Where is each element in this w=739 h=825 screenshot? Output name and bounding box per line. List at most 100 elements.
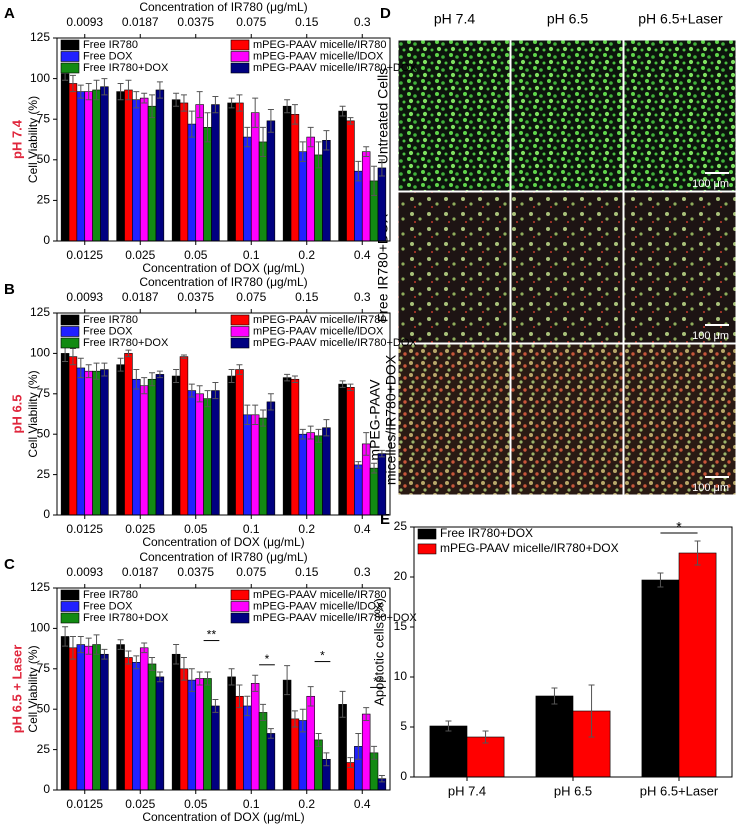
micrograph xyxy=(623,343,737,496)
x2-tick-label: 0.0187 xyxy=(122,565,159,579)
bar xyxy=(322,140,331,242)
bar xyxy=(76,367,86,516)
legend-swatch xyxy=(230,589,250,601)
y-tick-label: 0 xyxy=(400,769,407,783)
legend-swatch xyxy=(230,62,250,74)
bar xyxy=(369,467,379,516)
plot-frame xyxy=(56,587,391,791)
error-bar xyxy=(347,757,354,768)
bar xyxy=(306,695,315,791)
legend-label: mPEG-PAAV micelle/IR780+DOX xyxy=(253,612,417,624)
error-bar xyxy=(188,383,195,398)
y-tick-label: 50 xyxy=(37,426,51,440)
error-bar xyxy=(149,656,156,671)
y-tick-label: 0 xyxy=(43,507,50,521)
legend-label: mPEG-PAAV micelle/lDOX xyxy=(253,325,384,337)
error-bar xyxy=(156,671,163,683)
error-bar xyxy=(267,728,274,739)
x-tick-label: pH 6.5 xyxy=(554,783,592,798)
bar xyxy=(203,398,212,516)
legend-swatch xyxy=(60,337,80,349)
x2-axis-title: Concentration of IR780 (μg/mL) xyxy=(139,275,307,289)
error-bar xyxy=(378,449,385,458)
bar xyxy=(147,105,157,242)
error-bar xyxy=(196,385,203,403)
bar xyxy=(92,370,101,516)
y-tick-label: 125 xyxy=(30,580,50,594)
panel-letter: D xyxy=(380,5,391,22)
bar xyxy=(124,89,133,242)
y-tick-label: 20 xyxy=(394,569,408,583)
error-bar xyxy=(77,357,84,379)
error-bar xyxy=(188,668,195,692)
error-bar xyxy=(323,752,330,767)
bar xyxy=(282,377,292,516)
x2-tick-label: 0.15 xyxy=(295,15,319,29)
bar xyxy=(147,663,157,791)
x-tick-label: 0.025 xyxy=(125,797,155,811)
legend-swatch xyxy=(230,39,250,51)
error-bar xyxy=(141,642,148,654)
error-bar xyxy=(244,695,251,717)
error-bar xyxy=(363,146,370,158)
micrograph xyxy=(397,191,511,344)
bar xyxy=(314,435,323,516)
error-bar xyxy=(236,364,243,375)
error-bar xyxy=(173,92,180,107)
bar xyxy=(100,86,109,242)
error-bar xyxy=(252,97,259,128)
bar xyxy=(147,378,157,516)
error-bar xyxy=(355,732,362,760)
error-bar xyxy=(204,112,211,143)
bar xyxy=(290,378,300,516)
side-label: pH 6.5 xyxy=(9,394,24,433)
bar xyxy=(203,127,212,242)
legend-swatch xyxy=(230,314,250,326)
bar xyxy=(139,97,149,242)
x-tick-label: 0.2 xyxy=(298,797,315,811)
significance-mark: ** xyxy=(373,675,383,689)
y-axis-title: Cell Viability (%) xyxy=(26,370,40,457)
bar xyxy=(92,644,101,791)
bar xyxy=(235,102,244,242)
legend-swatch xyxy=(230,326,250,337)
error-bar xyxy=(244,404,251,426)
x-tick-label: 0.4 xyxy=(354,248,371,262)
legend-label: mPEG-PAAV micelle/IR780+DOX xyxy=(253,337,417,349)
y-tick-label: 100 xyxy=(30,346,50,360)
legend-label: Free IR780+DOX xyxy=(440,526,533,540)
legend-label: mPEG-PAAV micelle/IR780 xyxy=(253,589,386,601)
bar xyxy=(243,414,252,516)
error-bar xyxy=(141,377,148,395)
error-bar xyxy=(252,674,259,692)
error-bar xyxy=(323,130,330,151)
x2-tick-label: 0.075 xyxy=(236,565,266,579)
bar xyxy=(155,374,165,516)
legend-label: Free IR780+DOX xyxy=(83,62,169,74)
error-bar xyxy=(117,82,124,101)
error-bar xyxy=(188,110,195,138)
y-tick-label: 0 xyxy=(43,233,50,247)
bar xyxy=(100,369,109,516)
bar xyxy=(354,464,363,516)
error-bar xyxy=(85,82,92,101)
error-bar xyxy=(378,774,385,783)
legend-swatch xyxy=(60,601,80,612)
bar xyxy=(68,83,78,242)
error-bar xyxy=(101,362,108,377)
panel-letter: E xyxy=(380,511,390,528)
bar xyxy=(124,657,133,791)
y-tick-label: 100 xyxy=(30,71,50,85)
error-bar xyxy=(371,745,378,760)
bar xyxy=(179,102,189,242)
legend-label: mPEG-PAAV micelle/IR780 xyxy=(253,39,386,51)
row-label: mPEG-PAAV xyxy=(367,379,383,461)
bar xyxy=(306,432,315,516)
side-label: pH 7.4 xyxy=(9,119,24,159)
x2-tick-label: 0.0375 xyxy=(177,15,214,29)
y-tick-label: 50 xyxy=(37,701,51,715)
x-tick-label: 0.0125 xyxy=(66,248,103,262)
error-bar xyxy=(180,354,187,359)
error-bar xyxy=(371,165,378,197)
error-bar xyxy=(267,393,274,411)
